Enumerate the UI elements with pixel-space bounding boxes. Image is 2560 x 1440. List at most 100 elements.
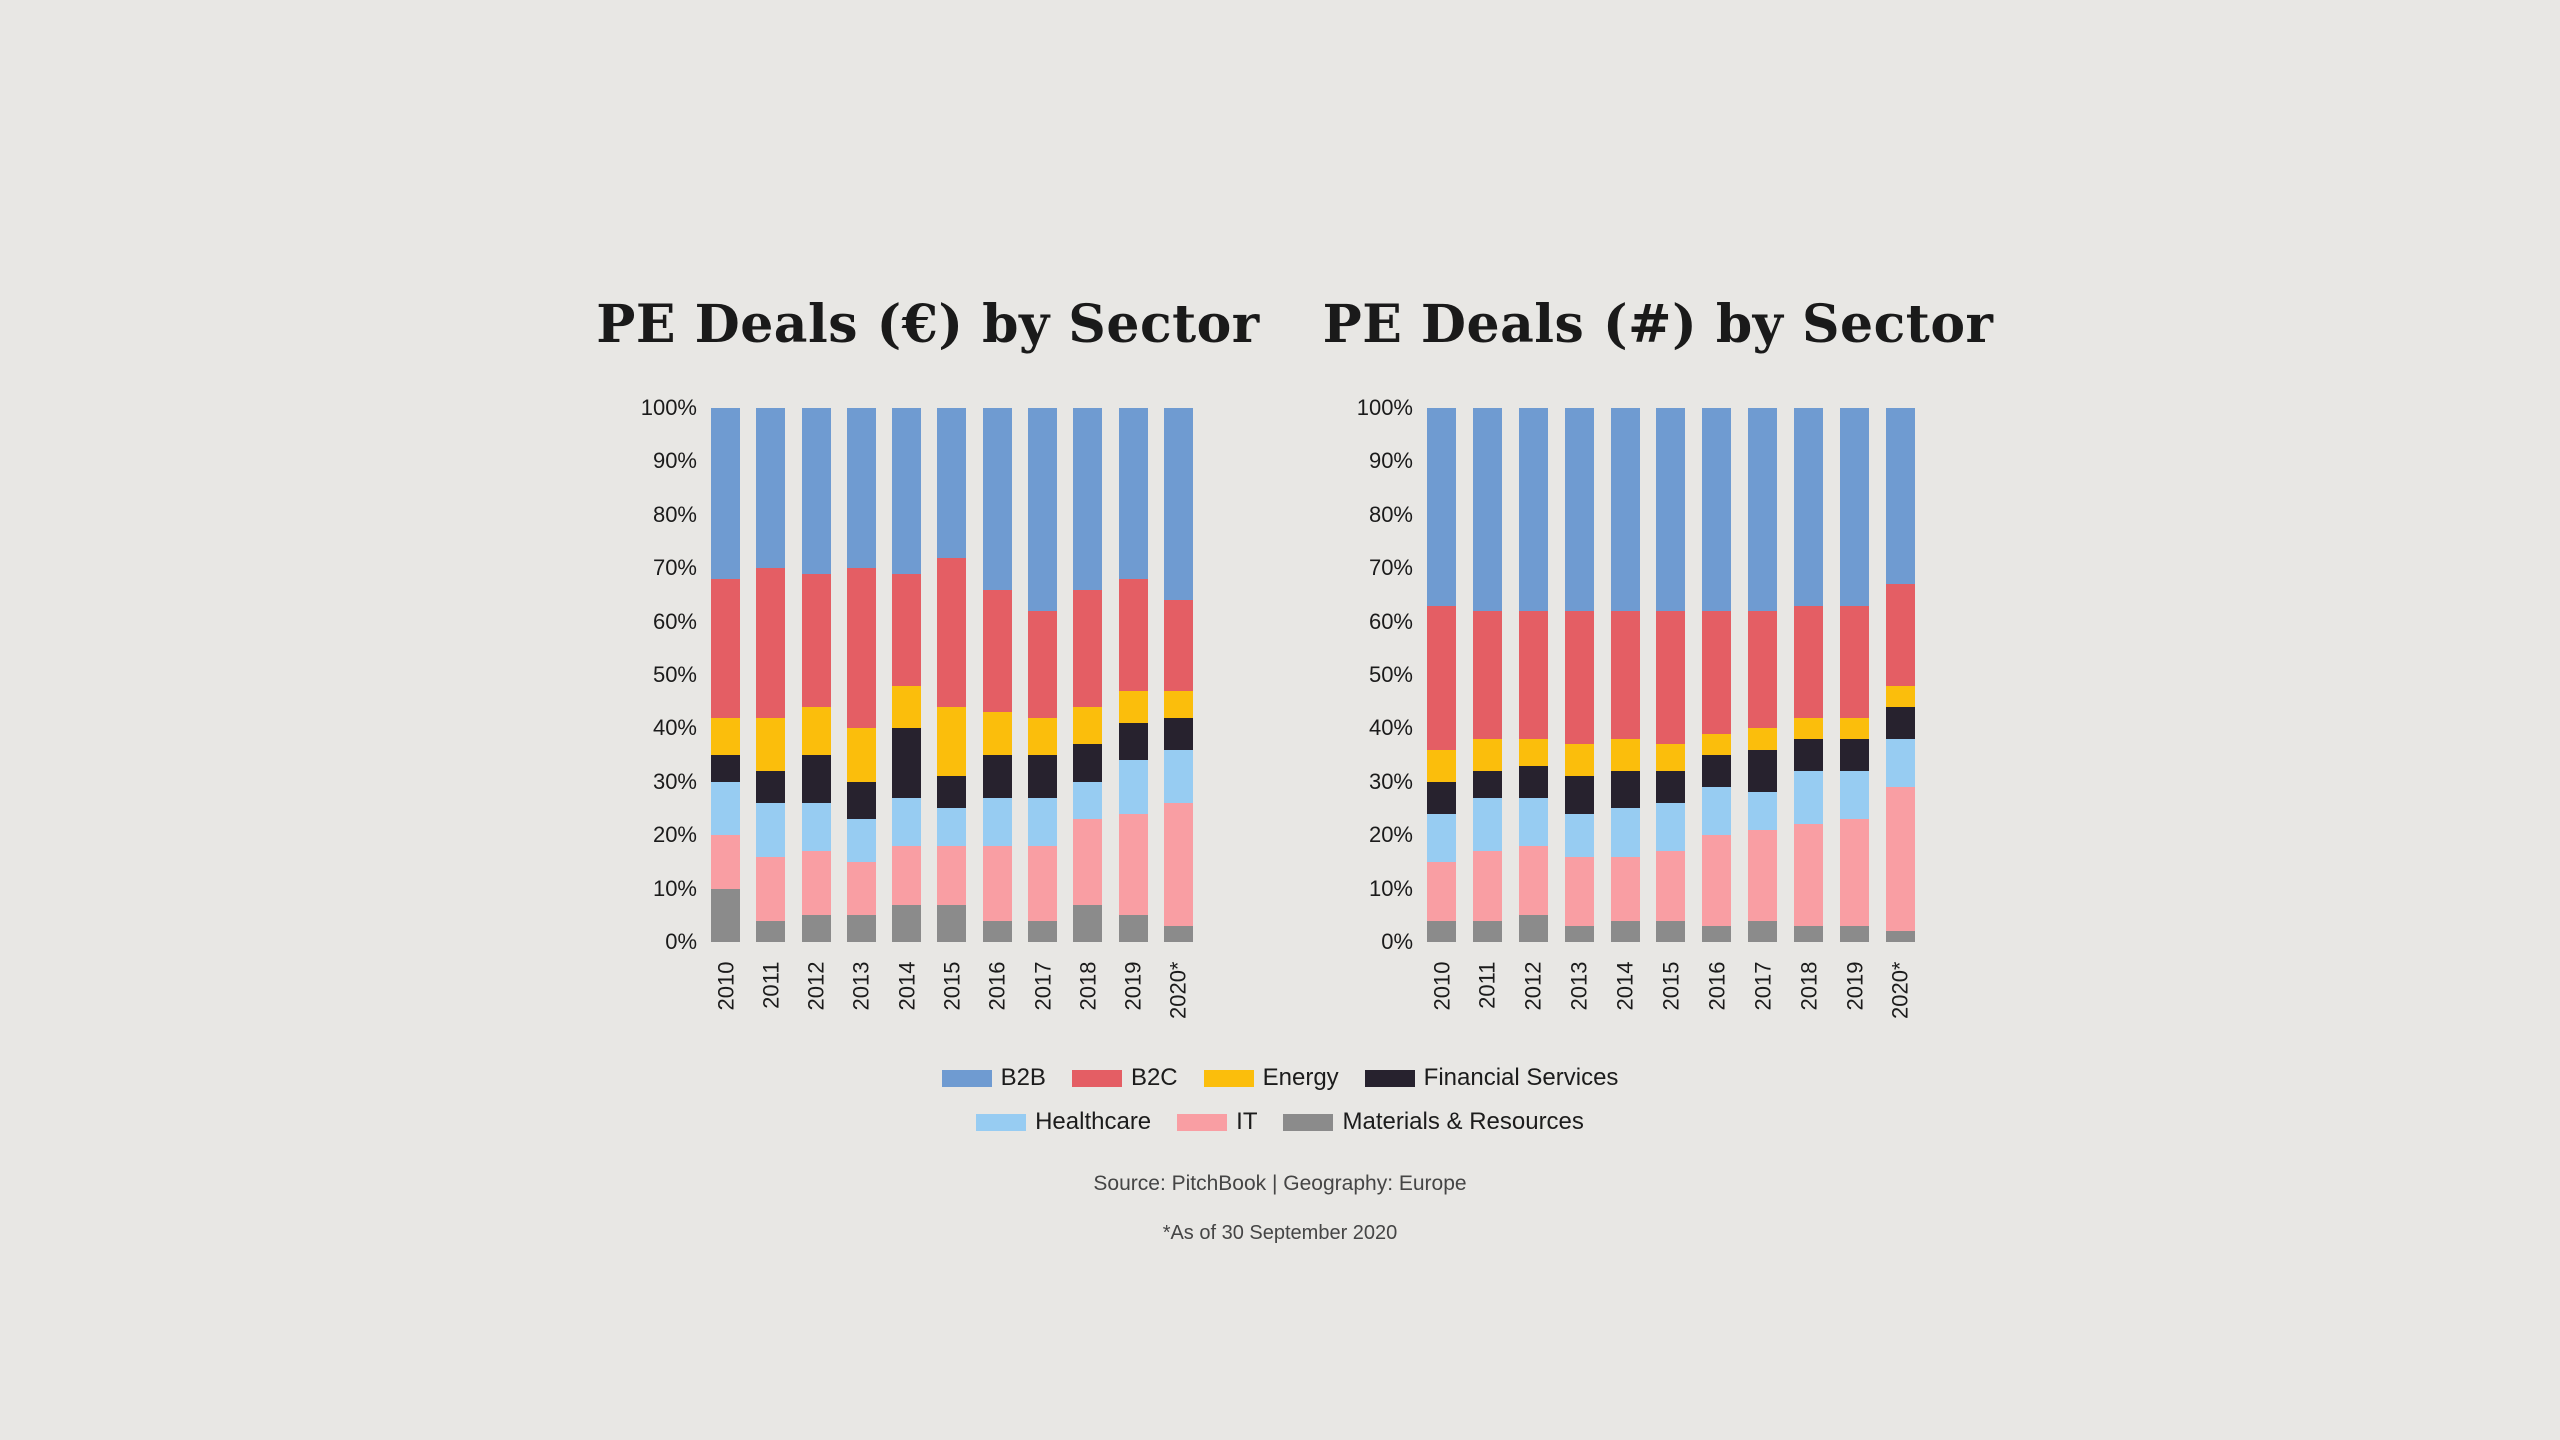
legend-label: IT [1236, 1108, 1258, 1135]
segment-energy [1794, 717, 1824, 740]
segment-b2b [1748, 408, 1778, 611]
x-tick-label: 2014 [1612, 961, 1638, 1011]
x-tick-label: 2010 [713, 961, 738, 1011]
segment-b2b [892, 408, 922, 574]
y-tick-label: 60% [652, 608, 697, 634]
y-tick-label: 50% [1368, 662, 1413, 687]
segment-it [1702, 835, 1732, 926]
legend-label: B2C [1130, 1064, 1178, 1091]
segment-financial-services [1564, 776, 1594, 814]
legend-item-materials-resources: Materials & Resources [1283, 1108, 1584, 1136]
segment-it [892, 845, 922, 905]
stacked-bar-2015: 2015 [937, 408, 967, 1010]
segment-energy [892, 685, 922, 729]
segment-energy [801, 707, 831, 756]
legend-label: B2B [1000, 1064, 1046, 1091]
segment-healthcare [1610, 808, 1640, 857]
y-tick-label: 0% [1381, 929, 1413, 954]
segment-healthcare [1427, 813, 1456, 862]
legend-swatch-healthcare [976, 1113, 1027, 1131]
segment-b2c [892, 573, 922, 686]
stacked-bar-2014: 2014 [892, 408, 922, 1010]
y-tick-label: 30% [1368, 768, 1413, 794]
stacked-bar-2011: 2011 [756, 408, 786, 1009]
legend-swatch-b2b [941, 1069, 992, 1087]
segment-b2b [801, 408, 831, 574]
segment-b2b [1794, 408, 1824, 606]
segment-energy [1564, 744, 1594, 777]
legend-swatch-financial-services [1364, 1069, 1415, 1087]
segment-b2c [1885, 584, 1915, 686]
segment-financial-services [801, 755, 831, 804]
segment-energy [1610, 739, 1640, 772]
segment-energy [1118, 691, 1148, 724]
segment-energy [846, 728, 876, 782]
segment-energy [1163, 691, 1193, 718]
segment-b2b [756, 408, 786, 569]
x-tick-label: 2018 [1075, 961, 1101, 1011]
x-tick-label: 2020* [1887, 961, 1913, 1020]
segment-financial-services [1794, 739, 1824, 772]
segment-b2c [1518, 610, 1548, 740]
segment-b2c [1118, 578, 1148, 691]
x-tick-label: 2018 [1796, 961, 1822, 1011]
legend-label: Financial Services [1423, 1064, 1619, 1091]
stacked-bar-2012: 2012 [1518, 408, 1548, 1010]
legend-swatch-it [1177, 1113, 1228, 1131]
x-tick-label: 2013 [848, 961, 874, 1011]
y-tick-label: 30% [652, 768, 697, 794]
y-tick-label: 90% [652, 448, 697, 474]
y-axis-eur: 100% 90% 80% 70% 60% 50% 40% 30% 20% 10% 0% [587, 395, 697, 954]
segment-b2b [1073, 408, 1103, 590]
segment-b2b [1610, 408, 1640, 611]
segment-financial-services [1472, 771, 1502, 798]
segment-it [937, 845, 967, 905]
stacked-bar-2010: 2010 [1427, 408, 1456, 1010]
segment-it [711, 835, 740, 889]
segment-energy [1702, 733, 1732, 756]
segment-healthcare [937, 808, 967, 846]
y-tick-label: 90% [1368, 448, 1413, 474]
x-tick-label: 2013 [1566, 961, 1592, 1011]
segment-it [1748, 829, 1778, 921]
segment-financial-services [1073, 744, 1103, 782]
segment-b2c [801, 573, 831, 708]
x-tick-label: 2017 [1750, 961, 1776, 1011]
y-tick-label: 40% [652, 715, 697, 741]
segment-financial-services [1028, 755, 1058, 798]
x-tick-label: 2010 [1429, 961, 1454, 1011]
segment-b2c [846, 568, 876, 729]
segment-energy [1518, 739, 1548, 766]
segment-it [1656, 851, 1686, 921]
x-tick-label: 2020* [1165, 961, 1191, 1020]
segment-financial-services [1702, 755, 1732, 788]
stacked-bar-2015: 2015 [1656, 408, 1686, 1010]
segment-materials-resources [1073, 904, 1103, 942]
segment-it [982, 845, 1012, 921]
segment-financial-services [1163, 717, 1193, 750]
segment-b2c [982, 589, 1012, 713]
stacked-bar-2013: 2013 [846, 408, 876, 1010]
segment-materials-resources [1610, 920, 1640, 942]
y-tick-label: 50% [652, 662, 697, 687]
segment-materials-resources [1472, 920, 1502, 942]
segment-financial-services [1748, 749, 1778, 793]
segment-healthcare [801, 803, 831, 852]
segment-healthcare [711, 781, 740, 836]
y-tick-label: 60% [1368, 608, 1413, 634]
x-tick-label: 2016 [1704, 961, 1730, 1011]
x-tick-label: 2016 [984, 961, 1010, 1011]
segment-b2b [937, 408, 967, 558]
segment-healthcare [1656, 803, 1686, 852]
segment-materials-resources [1748, 920, 1778, 942]
chart-eur: 100% 90% 80% 70% 60% 50% 40% 30% 20% 10% 0% 2010 20… [641, 395, 1193, 1019]
segment-materials-resources [801, 915, 831, 942]
segment-financial-services [1885, 707, 1915, 740]
segment-energy [1073, 707, 1103, 745]
segment-healthcare [1073, 781, 1103, 820]
segment-healthcare [1518, 797, 1548, 846]
segment-materials-resources [756, 920, 786, 942]
segment-materials-resources [711, 888, 740, 942]
segment-it [1163, 803, 1193, 926]
